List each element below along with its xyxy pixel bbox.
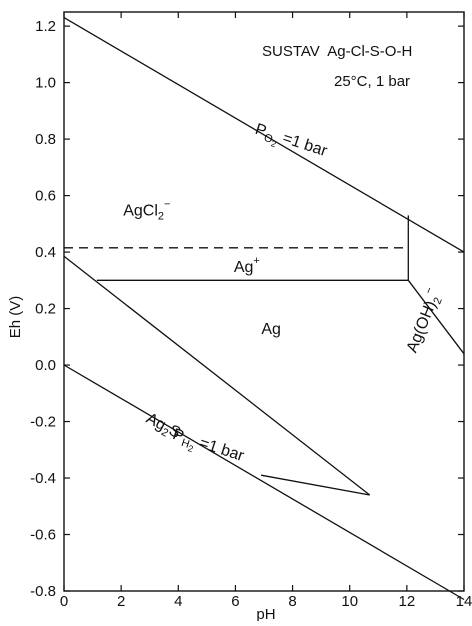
y-tick-label: -0.4 (30, 470, 56, 487)
y-tick-label: 0.6 (35, 188, 56, 205)
boundary-line-6 (407, 279, 465, 355)
y-tick-label: 0.4 (35, 244, 56, 261)
boundary-line-7 (63, 255, 371, 496)
chart-subtitle: 25°C, 1 bar (334, 73, 410, 90)
x-tick-label: 0 (60, 593, 68, 610)
region-label-1: AgCl2− (123, 198, 170, 222)
y-tick-label: 0.0 (35, 357, 56, 374)
region-label-6: PO2 =1 bar (251, 121, 329, 165)
y-tick-label: 1.2 (35, 18, 56, 35)
y-tick-label: 0.8 (35, 131, 56, 148)
region-label-2: Ag+ (234, 255, 260, 276)
chart-title: SUSTAV Ag-Cl-S-O-H (262, 43, 412, 60)
y-tick-label: 1.0 (35, 75, 56, 92)
region-label-3: Ag (261, 321, 281, 338)
y-tick-label: -0.8 (30, 583, 56, 600)
y-tick-label: 0.2 (35, 301, 56, 318)
y-tick-label: -0.2 (30, 414, 56, 431)
x-tick-label: 8 (288, 593, 296, 610)
region-label-7: PH2 =1 bar (169, 426, 247, 470)
plot-frame (63, 11, 465, 592)
boundary-line-2 (63, 364, 465, 601)
x-tick-label: 2 (117, 593, 125, 610)
x-axis-title: pH (256, 606, 275, 621)
x-tick-label: 12 (399, 593, 416, 610)
x-tick-label: 4 (174, 593, 182, 610)
region-label-4: Ag(OH)2− (400, 285, 447, 356)
boundary-line-1 (63, 17, 465, 253)
x-tick-label: 6 (231, 593, 239, 610)
boundary-line-8 (260, 474, 370, 496)
y-axis-title: Eh (V) (7, 296, 24, 339)
x-tick-label: 14 (456, 593, 472, 610)
x-tick-label: 10 (341, 593, 358, 610)
y-tick-label: -0.6 (30, 527, 56, 544)
